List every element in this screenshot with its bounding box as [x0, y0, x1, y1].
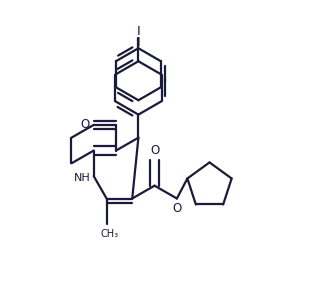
Text: CH₃: CH₃: [101, 229, 119, 239]
Text: O: O: [81, 118, 90, 131]
Text: O: O: [150, 144, 159, 157]
Text: I: I: [137, 25, 140, 38]
Text: NH: NH: [74, 173, 90, 183]
Text: I: I: [137, 36, 140, 49]
Text: O: O: [172, 202, 182, 215]
